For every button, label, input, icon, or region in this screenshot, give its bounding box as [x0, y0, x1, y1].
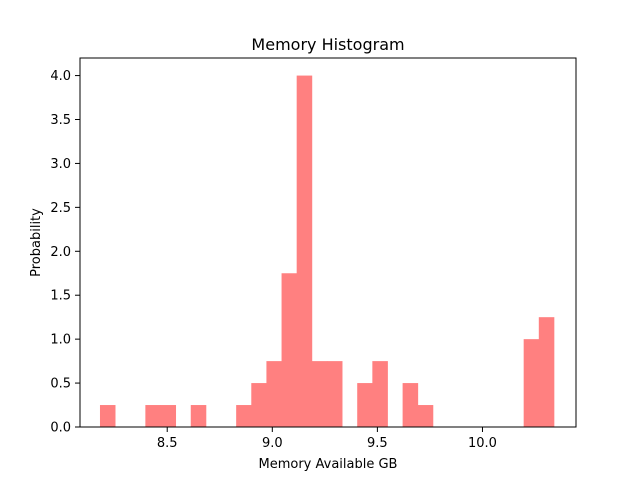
y-tick-label: 0.5	[50, 377, 71, 392]
bars-group	[99, 75, 555, 427]
histogram-bar	[236, 405, 252, 427]
y-tick-label: 0.0	[50, 421, 71, 436]
y-tick-label: 3.5	[50, 113, 71, 128]
histogram-bar	[523, 339, 540, 427]
x-tick-label: 9.0	[262, 436, 283, 451]
y-tick-label: 3.0	[50, 157, 71, 172]
histogram-bar	[99, 405, 116, 427]
histogram-bar	[190, 405, 207, 427]
y-tick-label: 2.0	[50, 245, 71, 260]
histogram-bar	[145, 405, 161, 427]
plot-frame	[79, 57, 577, 428]
histogram-bar	[160, 405, 177, 427]
x-tick-label: 9.5	[367, 436, 388, 451]
y-ticks: 0.0 0.5 1.0 1.5 2.0 2.5 3.0 3.5 4.0	[50, 69, 80, 436]
histogram-bar	[372, 361, 388, 427]
chart-title: Memory Histogram	[251, 35, 404, 54]
histogram-bar	[296, 75, 313, 427]
histogram-bar	[417, 405, 434, 427]
y-tick-label: 4.0	[50, 69, 71, 84]
histogram-bar	[266, 361, 282, 427]
histogram-bar	[357, 383, 373, 427]
y-tick-label: 1.0	[50, 333, 71, 348]
x-ticks: 8.5 9.0 9.5 10.0	[157, 427, 497, 451]
histogram-bar	[281, 273, 298, 427]
x-axis-label: Memory Available GB	[259, 457, 398, 472]
histogram-bar	[326, 361, 343, 427]
x-tick-label: 10.0	[468, 436, 497, 451]
y-axis-label: Probability	[29, 208, 44, 277]
histogram-bar	[251, 383, 267, 427]
histogram-bar	[311, 361, 328, 427]
histogram-bar	[402, 383, 419, 427]
y-tick-label: 2.5	[50, 201, 71, 216]
x-tick-label: 8.5	[157, 436, 178, 451]
histogram-bar	[538, 317, 555, 427]
y-tick-label: 1.5	[50, 289, 71, 304]
